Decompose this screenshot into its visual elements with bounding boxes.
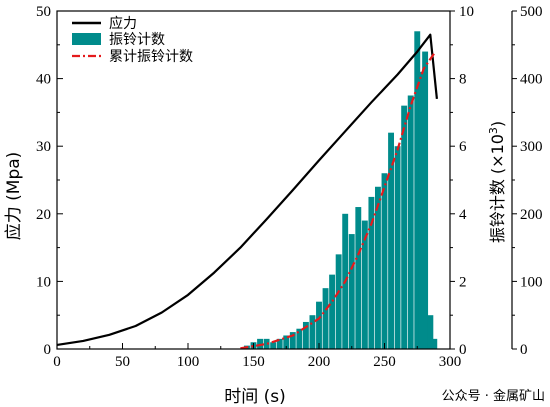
legend-ringing-label: 振铃计数 <box>109 32 165 48</box>
ringing-bar-23 <box>394 146 401 349</box>
ringing-bar-7 <box>289 332 296 349</box>
y-right-outer-tick-label-0: 0 <box>520 342 528 358</box>
y-right-outer-tick-label-1: 100 <box>520 274 543 290</box>
y-axis-left-title: 应力 (Mpa) <box>4 152 24 241</box>
ringing-bar-30 <box>431 338 438 349</box>
y-axis-right-title-main: 振铃计数 (×10 <box>488 134 507 243</box>
x-tick-label-2: 100 <box>177 354 200 370</box>
x-tick-label-4: 200 <box>308 354 331 370</box>
y-right-inner-tick-label-4: 8 <box>459 72 467 88</box>
y-axis-right-title-sup: 3 <box>487 127 500 134</box>
ringing-count-bars <box>244 31 438 350</box>
ringing-bar-6 <box>283 335 290 349</box>
x-tick-label-3: 150 <box>242 354 265 370</box>
y-axis-right-title: 振铃计数 (×103) <box>487 121 508 243</box>
ringing-bar-14 <box>335 254 342 349</box>
legend-cumulative-label: 累计振铃计数 <box>109 49 193 65</box>
y-right-outer-tick-label-4: 400 <box>520 72 543 88</box>
ringing-bar-12 <box>322 288 329 349</box>
y-left-tick-label-1: 10 <box>36 274 51 290</box>
stress-line <box>56 33 438 346</box>
legend-stress-label: 应力 <box>109 15 137 32</box>
watermark: 公众号 · 金属矿山 <box>442 388 545 404</box>
ringing-bar-29 <box>427 315 434 349</box>
legend-ringing-swatch <box>72 33 101 45</box>
x-axis-title: 时间 (s) <box>224 387 286 407</box>
y-right-inner-tick-label-1: 2 <box>459 274 467 290</box>
y-right-inner-tick-label-2: 4 <box>459 207 467 223</box>
y-right-inner-tick-label-0: 0 <box>459 342 467 358</box>
ringing-bar-8 <box>296 328 303 349</box>
y-left-tick-label-0: 0 <box>44 342 52 358</box>
ringing-bar-27 <box>418 71 425 349</box>
y-left-tick-label-3: 30 <box>36 139 51 155</box>
y-left-tick-label-4: 40 <box>36 72 51 88</box>
y-right-inner-tick-label-3: 6 <box>459 139 467 155</box>
legend: 应力 振铃计数 累计振铃计数 <box>72 15 193 65</box>
y-right-outer-tick-label-3: 300 <box>520 139 543 155</box>
ringing-bar-18 <box>361 220 368 349</box>
x-tick-label-1: 50 <box>115 354 130 370</box>
y-right-outer-tick-label-2: 200 <box>520 207 543 223</box>
cumulative-line <box>240 52 436 350</box>
ringing-bar-21 <box>381 173 388 349</box>
y-right-outer-tick-label-5: 500 <box>520 4 543 20</box>
y-left-tick-label-2: 20 <box>36 207 51 223</box>
ringing-bar-22 <box>388 132 394 349</box>
y-right-inner-tick-label-5: 10 <box>459 4 474 20</box>
ringing-bar-17 <box>355 207 362 349</box>
ringing-bar-28 <box>422 51 429 350</box>
ringing-bar-11 <box>316 301 322 349</box>
ringing-bar-16 <box>348 234 355 349</box>
ringing-bar-26 <box>414 31 421 350</box>
axes: 0 50 100 150 200 250 3000102030405002468100100… <box>36 4 543 370</box>
ringing-bar-5 <box>276 338 283 349</box>
ringing-bar-19 <box>368 196 375 349</box>
x-tick-label-6: 300 <box>439 354 462 370</box>
ringing-bar-20 <box>375 186 381 349</box>
y-axis-right-title-close: ) <box>488 121 507 127</box>
x-tick-label-5: 250 <box>373 354 396 370</box>
ringing-bar-13 <box>329 274 336 349</box>
ringing-bar-25 <box>407 95 414 349</box>
x-tick-label-0: 0 <box>53 354 61 370</box>
ringing-bar-9 <box>302 321 309 349</box>
series-lines <box>56 33 438 350</box>
y-left-tick-label-5: 50 <box>36 4 51 20</box>
ringing-bar-4 <box>270 342 277 349</box>
ringing-bar-24 <box>401 105 408 349</box>
ringing-bar-3 <box>263 338 270 349</box>
ringing-bar-10 <box>309 315 316 349</box>
